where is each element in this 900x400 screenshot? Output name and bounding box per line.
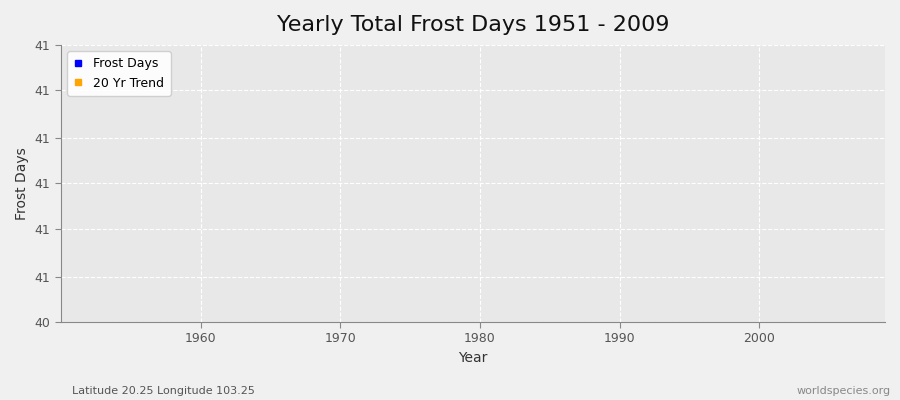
Point (68, 357, 82, 363)
Y-axis label: Frost Days: Frost Days (15, 147, 29, 220)
Text: worldspecies.org: worldspecies.org (796, 386, 891, 396)
X-axis label: Year: Year (458, 351, 488, 365)
Text: Latitude 20.25 Longitude 103.25: Latitude 20.25 Longitude 103.25 (72, 386, 255, 396)
Legend: Frost Days, 20 Yr Trend: Frost Days, 20 Yr Trend (68, 51, 171, 96)
Title: Yearly Total Frost Days 1951 - 2009: Yearly Total Frost Days 1951 - 2009 (276, 15, 670, 35)
